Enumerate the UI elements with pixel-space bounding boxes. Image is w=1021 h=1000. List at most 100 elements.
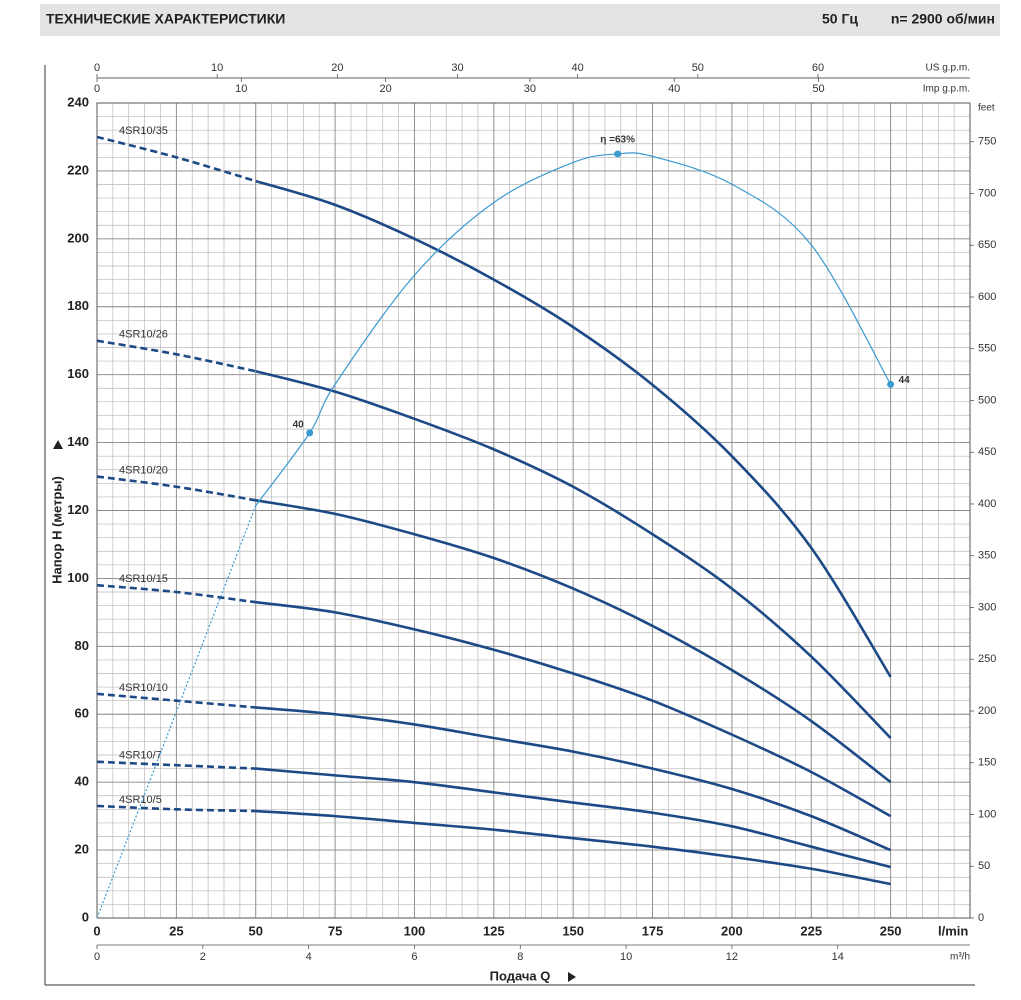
- data-label: 40: [293, 420, 305, 431]
- x-tick-label: 225: [800, 923, 822, 938]
- arrow-icon: [53, 440, 63, 449]
- pump-curve: [96, 583, 256, 604]
- tick-label: 14: [832, 951, 844, 963]
- axis-unit: feet: [978, 103, 995, 114]
- series-label: 4SR10/10: [119, 682, 168, 694]
- tick-label: 10: [620, 951, 632, 963]
- x-tick-label: 50: [248, 923, 262, 938]
- tick-label: 750: [978, 136, 996, 148]
- pump-curve: [255, 706, 892, 852]
- tick-label: 2: [200, 951, 206, 963]
- axis-unit: US g.p.m.: [926, 63, 970, 74]
- frequency: 50 Гц: [822, 11, 858, 27]
- x-tick-label: 125: [483, 923, 505, 938]
- tick-label: 40: [668, 83, 680, 95]
- pump-curve: [96, 692, 256, 709]
- tick-label: 50: [812, 83, 824, 95]
- tick-label: 0: [94, 62, 100, 74]
- pump-curve: [96, 804, 256, 813]
- tick-label: 550: [978, 343, 996, 355]
- data-label: η =63%: [600, 135, 635, 146]
- tick-label: 20: [331, 62, 343, 74]
- tick-label: 30: [524, 83, 536, 95]
- efficiency-point: [887, 380, 895, 388]
- series-label: 4SR10/35: [119, 125, 168, 137]
- speed: n= 2900 об/мин: [891, 11, 995, 27]
- series-label: 4SR10/5: [119, 794, 162, 806]
- x-tick-label: 200: [721, 923, 743, 938]
- tick-label: 300: [978, 601, 996, 613]
- axis-unit: Imp g.p.m.: [923, 84, 970, 95]
- data-label: 44: [899, 375, 911, 386]
- x-tick-label: 175: [642, 923, 664, 938]
- x-axis-label: Подача Q: [490, 968, 551, 983]
- tick-label: 50: [692, 62, 704, 74]
- header-bar: [40, 4, 1000, 36]
- x-tick-label: 0: [93, 923, 100, 938]
- tick-label: 250: [978, 653, 996, 665]
- tick-label: 0: [94, 951, 100, 963]
- tick-label: 450: [978, 446, 996, 458]
- efficiency-point: [614, 150, 622, 158]
- tick-label: 350: [978, 550, 996, 562]
- tick-label: 50: [978, 860, 990, 872]
- tick-label: 500: [978, 394, 996, 406]
- pump-curve: [96, 339, 256, 373]
- tick-label: 600: [978, 291, 996, 303]
- y-tick-label: 100: [67, 570, 89, 585]
- arrow-icon: [568, 972, 576, 982]
- plot-frame: [96, 102, 971, 919]
- tick-label: 650: [978, 239, 996, 251]
- tick-label: 6: [411, 951, 417, 963]
- y-axis-label: Напор H (метры): [49, 476, 64, 584]
- y-tick-label: 240: [67, 94, 89, 109]
- series-label: 4SR10/15: [119, 573, 168, 585]
- x-tick-label: 250: [880, 923, 902, 938]
- tick-label: 400: [978, 498, 996, 510]
- efficiency-curve: [96, 505, 257, 919]
- chart-title: ТЕХНИЧЕСКИЕ ХАРАКТЕРИСТИКИ: [46, 11, 285, 27]
- tick-label: 700: [978, 187, 996, 199]
- y-tick-label: 0: [82, 909, 89, 924]
- tick-label: 60: [812, 62, 824, 74]
- pump-curve: [255, 179, 892, 678]
- x-tick-label: 75: [328, 923, 342, 938]
- y-tick-label: 20: [75, 842, 89, 857]
- tick-label: 150: [978, 757, 996, 769]
- efficiency-point: [306, 429, 314, 437]
- series-label: 4SR10/7: [119, 750, 162, 762]
- efficiency-curve: [255, 152, 892, 507]
- y-tick-label: 180: [67, 298, 89, 313]
- y-tick-label: 120: [67, 502, 89, 517]
- y-tick-label: 220: [67, 162, 89, 177]
- y-tick-label: 60: [75, 706, 89, 721]
- pump-curve: [96, 135, 257, 183]
- tick-label: 40: [572, 62, 584, 74]
- axis-unit: m³/h: [950, 952, 970, 963]
- tick-label: 100: [978, 808, 996, 820]
- y-tick-label: 40: [75, 774, 89, 789]
- tick-label: 4: [306, 951, 312, 963]
- x-axis-unit: l/min: [938, 923, 968, 938]
- x-tick-label: 25: [169, 923, 183, 938]
- pump-curve: [96, 475, 256, 502]
- y-tick-label: 140: [67, 434, 89, 449]
- pump-curve: [255, 600, 892, 818]
- tick-label: 20: [379, 83, 391, 95]
- tick-label: 10: [211, 62, 223, 74]
- pump-curve: [255, 499, 892, 784]
- tick-label: 200: [978, 705, 996, 717]
- y-tick-label: 200: [67, 230, 89, 245]
- pump-curve: [255, 767, 891, 869]
- x-tick-label: 100: [404, 923, 426, 938]
- tick-label: 0: [94, 83, 100, 95]
- tick-label: 10: [235, 83, 247, 95]
- x-tick-label: 150: [562, 923, 584, 938]
- pump-curve: [96, 760, 256, 770]
- pump-curve: [255, 370, 892, 739]
- tick-label: 8: [517, 951, 523, 963]
- tick-label: 12: [726, 951, 738, 963]
